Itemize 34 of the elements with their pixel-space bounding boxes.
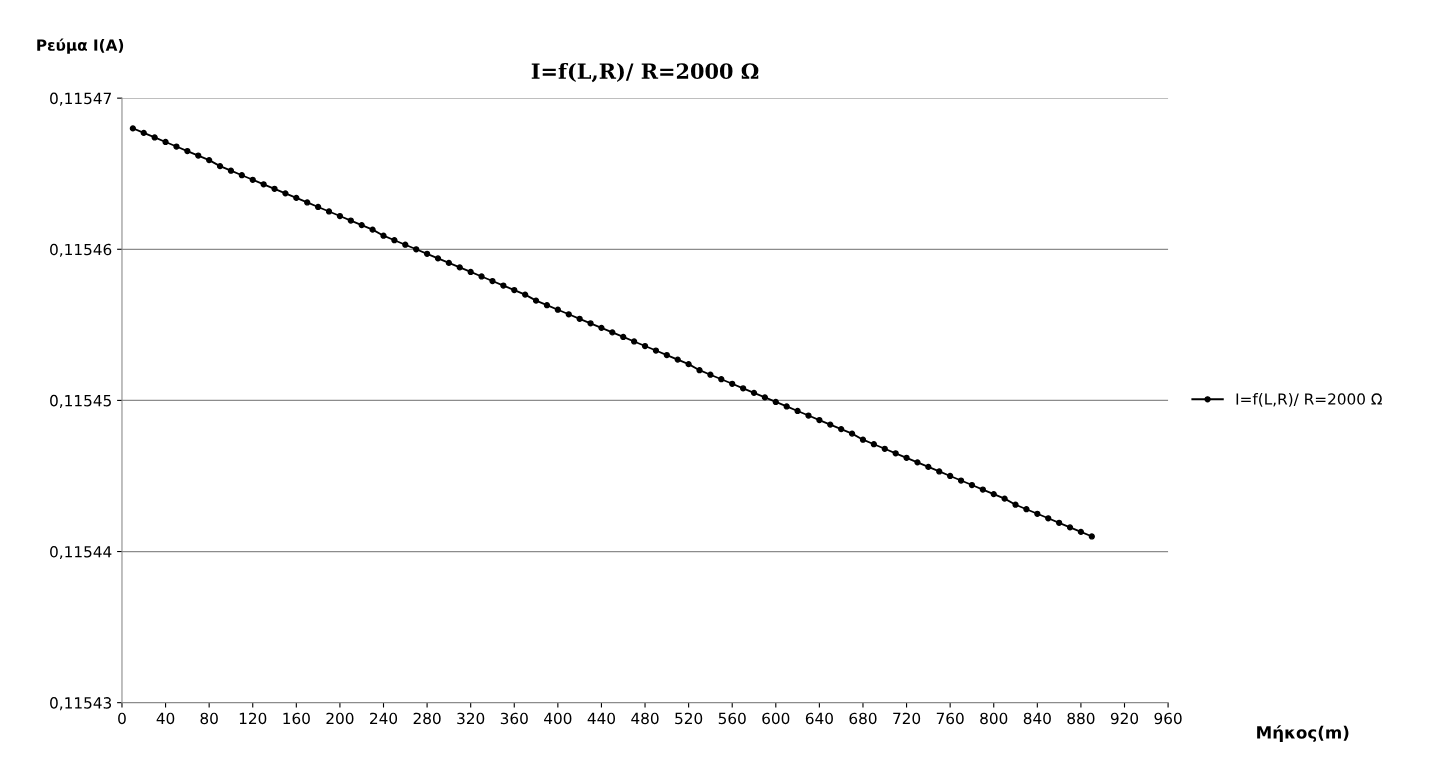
x-tick-label: 120 <box>239 712 267 725</box>
x-tick-label: 400 <box>544 712 572 725</box>
x-tick-label: 720 <box>893 712 921 725</box>
x-axis-title: Μήκος(m) <box>1257 725 1349 742</box>
x-tick-label: 440 <box>587 712 616 725</box>
x-tick-label: 640 <box>805 712 833 725</box>
x-tick-label: 480 <box>631 712 659 725</box>
chart-title: I=f(L,R)/ R=2000 Ω <box>531 62 759 83</box>
x-tick-label: 160 <box>283 712 310 725</box>
legend-label: I=f(L,R)/ R=2000 Ω <box>1236 393 1382 407</box>
x-tick-label: 760 <box>936 712 964 725</box>
y-tick-label: 0,11547 <box>50 92 111 106</box>
y-tick-label: 0,11546 <box>50 243 112 257</box>
x-tick-label: 600 <box>762 712 790 725</box>
x-tick-label: 880 <box>1067 712 1095 725</box>
y-axis-title: Ρεύμα I(A) <box>37 38 124 54</box>
x-tick-label: 80 <box>200 712 218 725</box>
y-tick-label: 0,11545 <box>50 394 111 408</box>
x-tick-label: 960 <box>1154 712 1182 725</box>
x-tick-label: 680 <box>849 712 877 725</box>
x-tick-label: 520 <box>675 712 703 725</box>
x-tick-label: 40 <box>156 712 175 725</box>
x-tick-label: 840 <box>1023 712 1051 725</box>
x-tick-label: 280 <box>413 712 441 725</box>
x-tick-label: 560 <box>718 712 746 725</box>
y-tick-label: 0,11544 <box>50 546 112 560</box>
x-tick-label: 240 <box>370 712 398 725</box>
x-tick-label: 320 <box>457 712 485 725</box>
x-tick-label: 360 <box>500 712 528 725</box>
x-tick-label: 0 <box>118 712 126 725</box>
x-tick-label: 200 <box>326 712 354 725</box>
x-tick-label: 800 <box>980 712 1008 725</box>
x-tick-label: 920 <box>1110 712 1139 725</box>
y-tick-label: 0,11543 <box>50 697 112 711</box>
